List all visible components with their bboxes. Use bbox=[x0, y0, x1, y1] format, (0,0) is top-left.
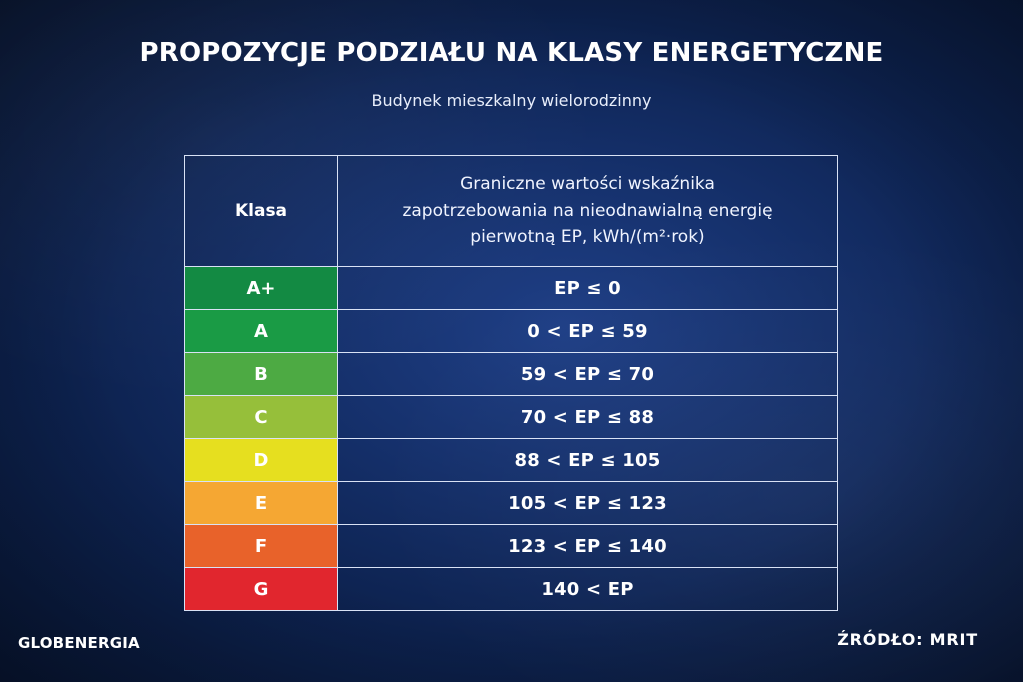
table-row: B 59 < EP ≤ 70 bbox=[184, 352, 838, 396]
value-cell: 140 < EP bbox=[337, 567, 838, 611]
class-cell: B bbox=[184, 352, 338, 396]
table-row: F 123 < EP ≤ 140 bbox=[184, 524, 838, 568]
value-cell: 105 < EP ≤ 123 bbox=[337, 481, 838, 525]
value-cell: 0 < EP ≤ 59 bbox=[337, 309, 838, 353]
value-cell: EP ≤ 0 bbox=[337, 266, 838, 310]
energy-class-table-container: Klasa Graniczne wartości wskaźnika zapot… bbox=[184, 155, 838, 611]
table-row: C 70 < EP ≤ 88 bbox=[184, 395, 838, 439]
class-cell: D bbox=[184, 438, 338, 482]
header-class: Klasa bbox=[184, 155, 338, 267]
class-cell: E bbox=[184, 481, 338, 525]
value-cell: 88 < EP ≤ 105 bbox=[337, 438, 838, 482]
table-row: G 140 < EP bbox=[184, 567, 838, 611]
class-cell: A+ bbox=[184, 266, 338, 310]
class-cell: A bbox=[184, 309, 338, 353]
page-title: PROPOZYCJE PODZIAŁU NA KLASY ENERGETYCZN… bbox=[139, 38, 884, 68]
brand-logo: GLOBENERGIA bbox=[18, 634, 140, 652]
header-value: Graniczne wartości wskaźnika zapotrzebow… bbox=[337, 155, 838, 267]
table-row: E 105 < EP ≤ 123 bbox=[184, 481, 838, 525]
source-note: ŹRÓDŁO: MRIT bbox=[837, 630, 978, 649]
value-cell: 59 < EP ≤ 70 bbox=[337, 352, 838, 396]
value-cell: 70 < EP ≤ 88 bbox=[337, 395, 838, 439]
class-cell: G bbox=[184, 567, 338, 611]
table-row: A 0 < EP ≤ 59 bbox=[184, 309, 838, 353]
class-cell: F bbox=[184, 524, 338, 568]
table-row: D 88 < EP ≤ 105 bbox=[184, 438, 838, 482]
header-value-line-2: zapotrzebowania na nieodnawialną energię bbox=[402, 200, 773, 221]
header-value-line-1: Graniczne wartości wskaźnika bbox=[460, 174, 715, 195]
table-header-row: Klasa Graniczne wartości wskaźnika zapot… bbox=[184, 155, 838, 267]
class-cell: C bbox=[184, 395, 338, 439]
energy-class-table: Klasa Graniczne wartości wskaźnika zapot… bbox=[184, 155, 838, 611]
header-value-line-3: pierwotną EP, kWh/(m²·rok) bbox=[470, 227, 705, 248]
page-subtitle: Budynek mieszkalny wielorodzinny bbox=[371, 91, 652, 110]
table-row: A+ EP ≤ 0 bbox=[184, 266, 838, 310]
value-cell: 123 < EP ≤ 140 bbox=[337, 524, 838, 568]
